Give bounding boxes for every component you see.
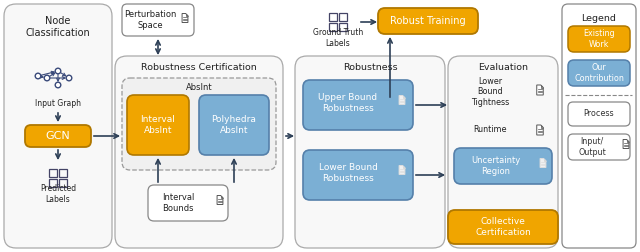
Circle shape (55, 82, 61, 88)
Polygon shape (541, 125, 543, 128)
Text: Predicted
Labels: Predicted Labels (40, 184, 76, 204)
Text: AbsInt: AbsInt (186, 83, 212, 92)
Bar (339, 23, 347, 31)
Bar (59, 169, 67, 177)
Bar (339, 13, 347, 21)
Text: Evaluation: Evaluation (478, 64, 528, 73)
FancyBboxPatch shape (568, 60, 630, 86)
FancyBboxPatch shape (122, 78, 276, 170)
FancyBboxPatch shape (448, 210, 558, 244)
Text: Robustness: Robustness (342, 64, 397, 73)
Text: Uncertainty
Region: Uncertainty Region (472, 156, 520, 176)
Bar (49, 169, 57, 177)
Text: Node
Classification: Node Classification (26, 16, 90, 38)
FancyBboxPatch shape (115, 56, 283, 248)
FancyBboxPatch shape (148, 185, 228, 221)
Text: GCN: GCN (45, 131, 70, 141)
Polygon shape (537, 125, 543, 135)
Text: Lower
Bound
Tightness: Lower Bound Tightness (471, 77, 509, 107)
FancyBboxPatch shape (378, 8, 478, 34)
Circle shape (44, 75, 50, 81)
Polygon shape (186, 14, 188, 16)
Polygon shape (399, 166, 405, 174)
FancyBboxPatch shape (568, 102, 630, 126)
FancyBboxPatch shape (199, 95, 269, 155)
FancyBboxPatch shape (122, 4, 194, 36)
FancyBboxPatch shape (127, 95, 189, 155)
Text: Interval
AbsInt: Interval AbsInt (141, 115, 175, 135)
Polygon shape (403, 96, 405, 98)
Text: Input/
Output: Input/ Output (578, 137, 606, 157)
Text: Robustness Certification: Robustness Certification (141, 64, 257, 73)
Text: Interval
Bounds: Interval Bounds (162, 193, 194, 213)
Text: Ground Truth
Labels: Ground Truth Labels (313, 28, 363, 48)
Text: Our
Contribution: Our Contribution (574, 63, 624, 83)
Text: Perturbation
Space: Perturbation Space (124, 10, 176, 30)
FancyBboxPatch shape (303, 80, 413, 130)
Text: Polyhedra
AbsInt: Polyhedra AbsInt (212, 115, 257, 135)
FancyBboxPatch shape (25, 125, 91, 147)
Text: Process: Process (584, 110, 614, 118)
FancyBboxPatch shape (4, 4, 112, 248)
Polygon shape (399, 96, 405, 105)
Polygon shape (221, 196, 223, 198)
Polygon shape (541, 85, 543, 87)
Text: Runtime: Runtime (473, 125, 507, 135)
Polygon shape (543, 159, 546, 161)
Polygon shape (627, 140, 629, 142)
Text: Lower Bound
Robustness: Lower Bound Robustness (319, 163, 378, 183)
Polygon shape (182, 14, 188, 22)
FancyBboxPatch shape (303, 150, 413, 200)
FancyBboxPatch shape (295, 56, 445, 248)
Polygon shape (403, 166, 405, 168)
Polygon shape (540, 159, 546, 168)
Text: Legend: Legend (582, 14, 616, 23)
Circle shape (35, 73, 41, 79)
Text: Upper Bound
Robustness: Upper Bound Robustness (319, 93, 378, 113)
FancyBboxPatch shape (454, 148, 552, 184)
FancyBboxPatch shape (568, 26, 630, 52)
Circle shape (66, 75, 72, 81)
Text: Robust Training: Robust Training (390, 16, 466, 26)
Text: Collective
Certification: Collective Certification (475, 217, 531, 237)
FancyBboxPatch shape (448, 56, 558, 248)
Polygon shape (537, 85, 543, 95)
Bar (329, 13, 337, 21)
FancyBboxPatch shape (568, 134, 630, 160)
Bar (59, 179, 67, 187)
Bar (49, 179, 57, 187)
Circle shape (55, 68, 61, 74)
Polygon shape (623, 140, 629, 148)
FancyBboxPatch shape (562, 4, 636, 248)
Polygon shape (217, 196, 223, 205)
Text: Input Graph: Input Graph (35, 99, 81, 108)
Bar (329, 23, 337, 31)
Text: Existing
Work: Existing Work (583, 29, 615, 49)
